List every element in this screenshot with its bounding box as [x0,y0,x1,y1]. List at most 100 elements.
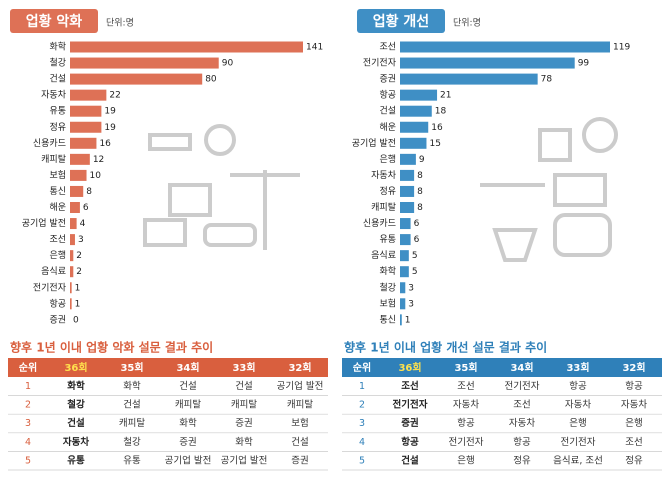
value-label: 2 [76,267,82,277]
category-label: 철강 [379,282,396,293]
icons [143,117,618,262]
bar [70,137,97,149]
table-cell: 은행 [569,417,586,429]
category-label: 해운 [379,122,396,133]
bar [400,57,575,69]
table-cell: 전기전자 [449,437,484,448]
bar [400,137,427,149]
category-label: 유통 [379,234,396,245]
value-label: 1 [75,283,81,293]
category-label: 항공 [379,90,396,101]
bar [70,218,77,230]
header-cell: 32회 [288,361,311,374]
value-label: 80 [205,75,217,85]
value-label: 0 [73,315,79,325]
table-cell: 공기업 발전 [221,454,268,466]
table-cell: 자동차 [63,436,89,448]
table-cell: 전기전자 [561,437,596,448]
table-cell: 건설 [401,454,419,466]
table-cell: 2 [25,400,31,411]
bar [70,250,74,262]
value-label: 10 [90,171,102,181]
header-cell: 36회 [398,361,421,374]
header-cell: 35회 [454,361,477,374]
table-cell: 1 [359,381,365,392]
bar [70,234,75,246]
icon [582,117,618,153]
icon [492,228,538,262]
icon [553,213,612,257]
table-cell: 음식료, 조선 [553,455,603,466]
table-cell: 4 [359,437,365,448]
table-cell: 보험 [291,418,308,429]
value-label: 22 [109,91,120,101]
value-label: 6 [414,219,420,229]
header-cell: 36회 [64,361,87,374]
value-label: 3 [408,299,414,309]
value-label: 119 [613,43,630,53]
icon [538,128,572,162]
value-label: 99 [578,59,590,69]
table-cell: 공기업 발전 [165,454,212,466]
value-label: 141 [306,43,323,53]
header-cell: 32회 [622,361,645,374]
table-cell: 철강 [123,437,141,448]
category-label: 전기전자 [363,58,397,69]
value-label: 8 [417,187,423,197]
header-cell: 33회 [566,361,589,374]
category-label: 자동차 [41,89,67,101]
category-label: 항공 [49,298,66,309]
value-label: 16 [431,123,443,133]
category-label: 캐피탈 [371,202,396,213]
bar [70,121,102,133]
table-cell: 4 [25,437,31,448]
table-cell: 5 [359,455,365,466]
bar [70,185,84,197]
value-label: 2 [76,251,82,261]
category-label: 화학 [49,42,66,53]
value-label: 8 [417,171,423,181]
table-cell: 캐피탈 [119,417,145,429]
bar [400,234,411,246]
table-cell: 항공 [625,381,643,392]
table-cell: 전기전자 [505,381,540,392]
icon [168,183,212,217]
table-cell: 캐피탈 [175,399,201,411]
bar [70,57,219,69]
bar [400,105,432,117]
bar [400,41,610,53]
category-label: 해운 [49,202,66,213]
bar [70,153,90,165]
table-cell: 캐피탈 [231,399,257,411]
icon [203,223,257,247]
table-title: 향후 1년 이내 업황 악화 설문 결과 추이 [10,340,213,355]
value-label: 9 [419,155,425,165]
table-cell: 철강 [67,399,85,411]
bar [400,185,415,197]
value-label: 90 [222,59,234,69]
table-cell: 화학 [179,418,197,429]
header-cell: 순위 [19,361,37,374]
value-label: 16 [99,139,111,149]
table-cell: 유통 [67,455,85,466]
bar [70,202,80,213]
header-cell: 순위 [353,361,371,374]
header-cell: 33회 [232,361,255,374]
table-cell: 자동차 [621,399,647,411]
table-cell: 자동차 [565,399,591,411]
category-label: 조선 [379,42,396,53]
category-label: 자동차 [371,169,397,181]
title-badge [357,9,445,33]
bar [400,169,415,181]
value-label: 21 [440,91,451,101]
value-label: 78 [541,75,553,85]
value-label: 19 [104,123,116,133]
value-label: 3 [78,235,84,245]
bar [400,250,409,262]
bar [400,121,429,133]
table-header [8,358,328,377]
value-label: 1 [75,299,81,309]
table-cell: 항공 [513,437,531,448]
table-cell: 전기전자 [393,399,428,411]
